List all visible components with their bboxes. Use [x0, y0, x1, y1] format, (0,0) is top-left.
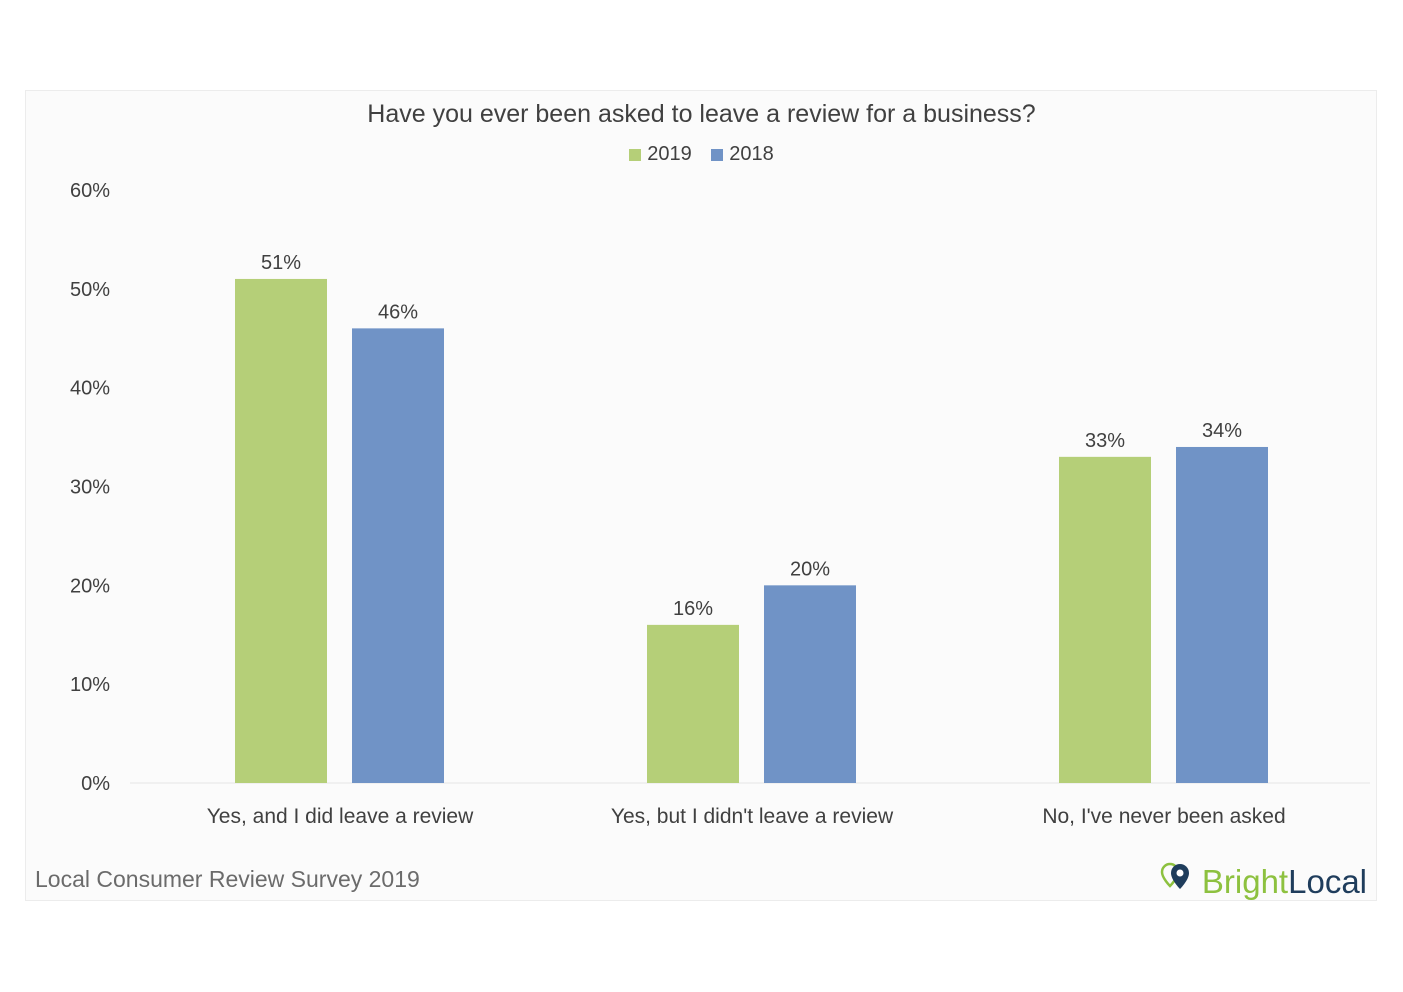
legend-swatch-2018 — [711, 148, 724, 161]
legend-swatch-2019 — [629, 148, 642, 161]
survey-source: Local Consumer Review Survey 2019 — [35, 866, 420, 892]
data-label: 51% — [261, 252, 301, 274]
legend-item-2018: 2018 — [711, 143, 774, 166]
data-label: 33% — [1085, 430, 1125, 452]
bar-2018 — [1176, 446, 1268, 783]
legend-label-2018: 2018 — [729, 143, 774, 165]
x-category-label: Yes, but I didn't leave a review — [611, 805, 894, 828]
bar-2019 — [647, 624, 739, 783]
y-tick-label: 0% — [81, 773, 110, 795]
logo-text-bright: Bright — [1201, 863, 1289, 900]
y-tick-label: 60% — [70, 180, 110, 202]
bar-2019 — [1059, 456, 1151, 783]
logo-text-local: Local — [1288, 863, 1367, 900]
bar-2019 — [235, 278, 327, 783]
x-category-label: No, I've never been asked — [1042, 805, 1285, 828]
bar-2018 — [352, 328, 444, 783]
location-pin-icon — [1158, 858, 1198, 906]
data-label: 34% — [1202, 420, 1242, 442]
legend-label-2019: 2019 — [647, 143, 692, 165]
chart-legend: 2019 2018 — [0, 143, 1403, 167]
y-tick-label: 20% — [70, 575, 110, 597]
x-category-label: Yes, and I did leave a review — [207, 805, 474, 828]
bar-2018 — [764, 585, 856, 783]
chart-title: Have you ever been asked to leave a revi… — [367, 100, 1036, 128]
data-label: 46% — [378, 301, 418, 323]
data-label: 20% — [790, 558, 830, 580]
data-label: 16% — [673, 598, 713, 620]
y-tick-label: 10% — [70, 674, 110, 696]
y-tick-label: 30% — [70, 477, 110, 499]
legend-item-2019: 2019 — [629, 143, 692, 166]
y-tick-label: 40% — [70, 378, 110, 400]
brightlocal-logo: Bright Local — [1158, 858, 1367, 906]
y-tick-label: 50% — [70, 279, 110, 301]
